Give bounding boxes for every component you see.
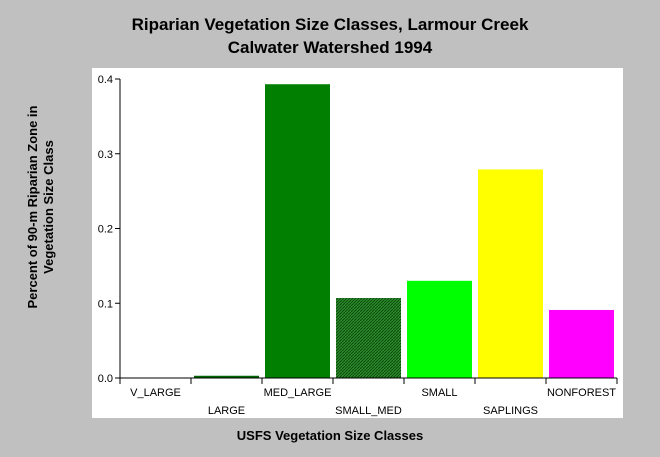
bar-saplings — [478, 169, 543, 378]
x-tick-label: MED_LARGE — [264, 387, 332, 399]
x-tick-label: SMALL — [421, 387, 457, 399]
x-tick-label: SAPLINGS — [483, 405, 538, 417]
x-tick-label: V_LARGE — [130, 387, 181, 399]
y-axis-label: Percent of 90-m Riparian Zone in Vegetat… — [25, 105, 56, 309]
x-tick-label: LARGE — [208, 405, 245, 417]
bar-med-large — [265, 84, 330, 379]
bar-small-med — [336, 298, 401, 378]
y-tick-label: 0.4 — [98, 74, 113, 86]
y-tick-label: 0.2 — [98, 224, 113, 236]
y-tick-label: 0.0 — [98, 373, 113, 385]
x-axis-label: USFS Vegetation Size Classes — [236, 428, 424, 443]
chart-subtitle: Calwater Watershed 1994 — [227, 38, 433, 57]
bar-large — [194, 375, 259, 378]
x-tick-label: SMALL_MED — [335, 405, 402, 417]
y-tick-label: 0.1 — [98, 298, 113, 310]
bar-small — [407, 280, 472, 378]
chart-title: Riparian Vegetation Size Classes, Larmou… — [131, 15, 529, 34]
y-tick-label: 0.3 — [98, 149, 113, 161]
bar-nonforest — [549, 309, 614, 378]
x-tick-label: NONFOREST — [547, 387, 616, 399]
